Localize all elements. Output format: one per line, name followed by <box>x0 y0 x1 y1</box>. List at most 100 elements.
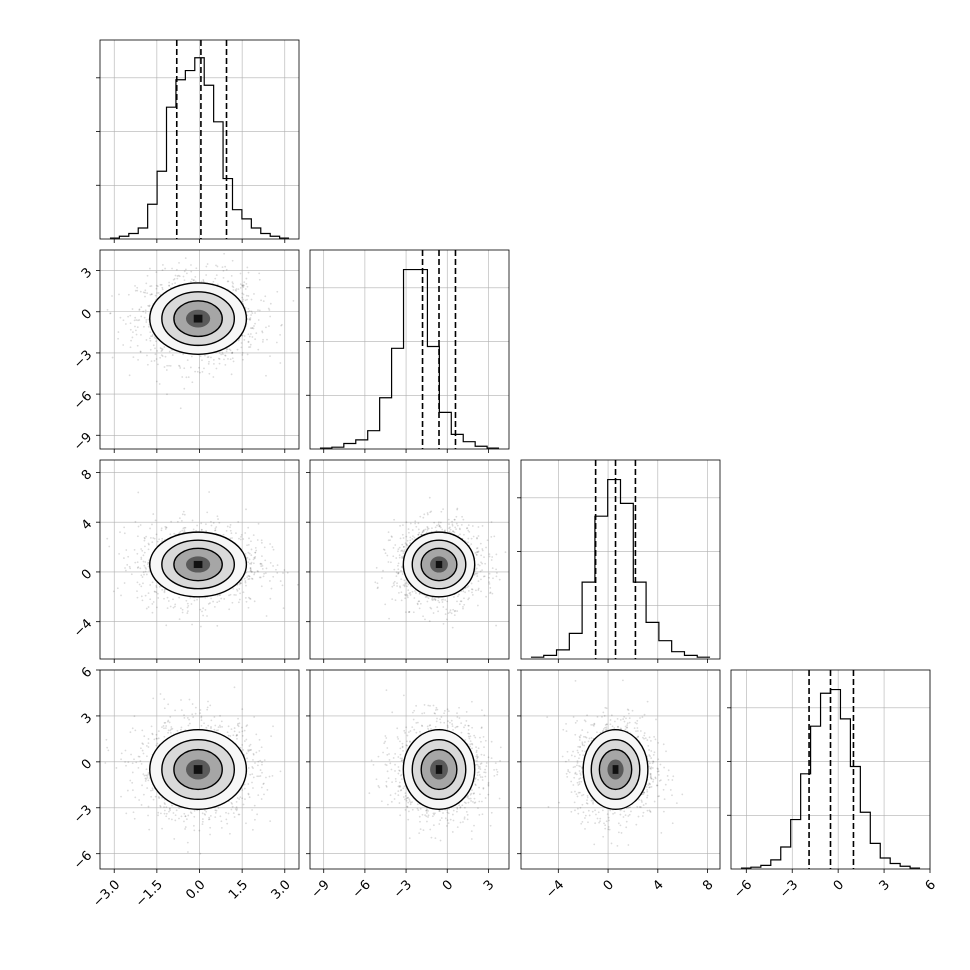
scatter-point <box>134 316 137 319</box>
scatter-point <box>181 611 184 614</box>
scatter-point <box>432 598 435 601</box>
scatter-point <box>434 526 437 529</box>
scatter-point <box>153 738 156 741</box>
scatter-point <box>214 724 217 727</box>
scatter-point <box>232 734 235 737</box>
scatter-point <box>491 592 494 595</box>
scatter-point <box>206 511 209 514</box>
scatter-point <box>402 546 405 548</box>
scatter-point <box>128 374 131 377</box>
scatter-point <box>242 749 245 751</box>
scatter-point <box>199 712 202 715</box>
scatter-point <box>185 376 188 379</box>
scatter-point <box>157 811 160 814</box>
scatter-point <box>168 721 171 724</box>
scatter-point <box>268 309 271 311</box>
scatter-point <box>403 545 405 548</box>
scatter-point <box>235 289 238 292</box>
scatter-point <box>393 518 396 521</box>
scatter-point <box>231 802 233 805</box>
scatter-point <box>142 291 145 294</box>
scatter-point <box>279 362 282 364</box>
scatter-point <box>152 344 155 347</box>
scatter-point <box>124 749 127 752</box>
scatter-point <box>473 573 476 576</box>
scatter-point <box>272 725 274 728</box>
scatter-point <box>490 559 493 561</box>
scatter-point <box>433 597 436 600</box>
scatter-point <box>141 599 144 602</box>
scatter-point <box>184 245 186 247</box>
scatter-point <box>202 614 204 617</box>
scatter-point <box>166 364 169 367</box>
scatter-point <box>216 601 219 604</box>
scatter-point <box>164 525 167 528</box>
scatter-point <box>247 333 250 336</box>
scatter-point <box>248 745 251 747</box>
scatter-point <box>144 594 147 597</box>
scatter-point <box>407 589 410 592</box>
scatter-point <box>209 602 211 604</box>
scatter-point <box>216 265 219 268</box>
scatter-point <box>240 582 242 585</box>
scatter-point <box>462 607 464 610</box>
scatter-point <box>174 814 177 817</box>
scatter-point <box>189 280 192 283</box>
scatter-point <box>145 321 148 323</box>
scatter-point <box>260 563 263 566</box>
scatter-point <box>208 818 211 821</box>
scatter-point <box>228 348 231 351</box>
scatter-point <box>130 339 132 342</box>
scatter-point <box>400 569 402 572</box>
scatter-point <box>142 560 145 563</box>
scatter-point <box>247 307 250 310</box>
scatter-point <box>449 611 451 614</box>
scatter-point <box>181 608 184 611</box>
scatter-point <box>251 326 254 329</box>
scatter-point <box>458 527 461 530</box>
scatter-point <box>222 276 225 279</box>
scatter-point <box>205 523 207 526</box>
scatter-point <box>170 728 173 731</box>
scatter-point <box>414 522 417 525</box>
scatter-point <box>453 614 456 617</box>
scatter-point <box>404 593 406 596</box>
scatter-point <box>189 596 192 599</box>
scatter-point <box>147 742 150 745</box>
scatter-point <box>375 566 378 569</box>
scatter-point <box>168 817 170 820</box>
scatter-point <box>247 271 250 274</box>
scatter-point <box>417 600 420 603</box>
scatter-point <box>142 310 145 313</box>
scatter-point <box>401 549 403 552</box>
scatter-point <box>224 363 227 366</box>
scatter-point <box>462 518 465 521</box>
scatter-point <box>231 351 234 354</box>
scatter-point <box>177 274 180 277</box>
scatter-point <box>221 351 224 354</box>
scatter-point <box>440 598 443 601</box>
scatter-point <box>140 306 143 309</box>
scatter-point <box>131 336 134 339</box>
scatter-point <box>261 564 264 567</box>
scatter-point <box>206 706 209 709</box>
scatter-point <box>229 735 232 737</box>
scatter-point <box>240 342 243 344</box>
scatter-point <box>252 787 254 789</box>
scatter-point <box>238 588 241 590</box>
scatter-point <box>275 341 278 344</box>
scatter-point <box>161 537 164 540</box>
scatter-point <box>147 606 150 608</box>
scatter-point <box>208 818 210 821</box>
scatter-point <box>191 623 193 626</box>
scatter-point <box>165 624 168 627</box>
scatter-point <box>445 618 448 621</box>
scatter-point <box>244 580 247 582</box>
scatter-point <box>258 576 261 579</box>
density-frame-2-1 <box>309 459 510 660</box>
scatter-point <box>476 604 479 607</box>
scatter-point <box>485 546 487 549</box>
scatter-point <box>239 582 242 585</box>
scatter-point <box>237 288 240 291</box>
scatter-point <box>286 571 289 574</box>
